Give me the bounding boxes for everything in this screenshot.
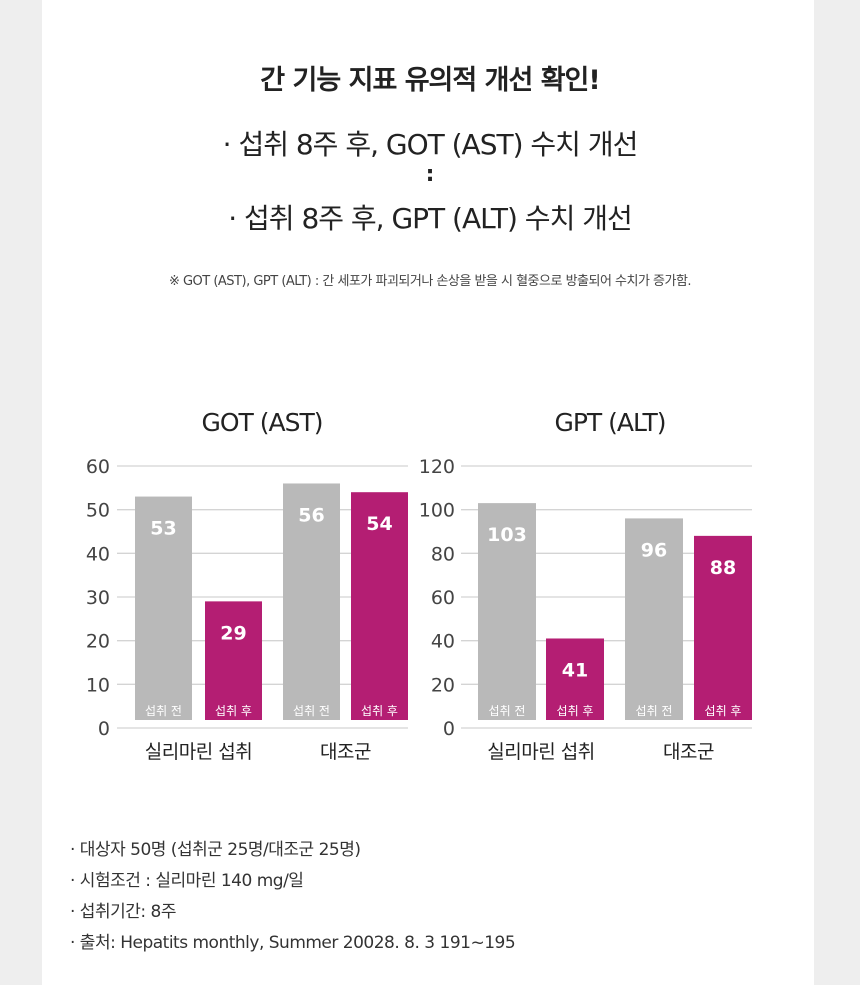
- content-panel: [42, 0, 814, 985]
- bar-value-label: 53: [150, 518, 176, 540]
- summary-line-gpt: · 섭취 8주 후, GPT (ALT) 수치 개선: [228, 202, 633, 235]
- bar-category-label: 섭취 후: [215, 704, 252, 718]
- bar: [283, 483, 340, 720]
- y-tick-label: 120: [419, 456, 455, 478]
- bar: [478, 503, 536, 720]
- bar: [625, 518, 683, 720]
- bar: [546, 638, 604, 720]
- page-title: 간 기능 지표 유의적 개선 확인!: [260, 65, 600, 96]
- bar: [205, 601, 262, 720]
- note-source: · 출처: Hepatits monthly, Summer 20028. 8.…: [70, 933, 516, 953]
- y-tick-label: 40: [431, 631, 455, 653]
- chart-title: GOT (AST): [201, 408, 322, 437]
- bar-category-label: 섭취 후: [361, 704, 398, 718]
- y-tick-label: 20: [86, 631, 110, 653]
- note-conditions: · 시험조건 : 실리마린 140 mg/일: [70, 871, 304, 891]
- bar-value-label: 54: [366, 513, 392, 535]
- y-tick-label: 0: [98, 718, 110, 740]
- y-tick-label: 50: [86, 500, 110, 522]
- summary-line-got: · 섭취 8주 후, GOT (AST) 수치 개선: [222, 128, 639, 161]
- bar-value-label: 88: [710, 557, 736, 579]
- group-label: 실리마린 섭취: [145, 741, 252, 763]
- group-label: 대조군: [320, 741, 371, 763]
- y-tick-label: 30: [86, 587, 110, 609]
- y-tick-label: 40: [86, 543, 110, 565]
- bar-category-label: 섭취 후: [557, 704, 594, 718]
- y-tick-label: 0: [443, 718, 455, 740]
- bar-value-label: 103: [487, 524, 527, 546]
- summary-separator: :: [425, 162, 435, 187]
- bar: [135, 496, 192, 720]
- note-subjects: · 대상자 50명 (섭취군 25명/대조군 25명): [70, 840, 361, 860]
- note-duration: · 섭취기간: 8주: [70, 902, 176, 922]
- y-tick-label: 60: [86, 456, 110, 478]
- group-label: 대조군: [663, 741, 714, 763]
- y-tick-label: 10: [86, 674, 110, 696]
- bar-value-label: 96: [641, 539, 667, 561]
- y-tick-label: 20: [431, 674, 455, 696]
- bar: [351, 492, 408, 720]
- bar-category-label: 섭취 후: [705, 704, 742, 718]
- bar-category-label: 섭취 전: [293, 704, 330, 718]
- footnote: ※ GOT (AST), GPT (ALT) : 간 세포가 파괴되거나 손상을…: [168, 274, 692, 289]
- bar: [694, 535, 752, 720]
- group-label: 실리마린 섭취: [487, 741, 594, 763]
- y-tick-label: 100: [419, 500, 455, 522]
- bar-category-label: 섭취 전: [636, 704, 673, 718]
- bar-value-label: 56: [298, 504, 324, 526]
- bar-value-label: 41: [562, 659, 588, 681]
- study-notes: · 대상자 50명 (섭취군 25명/대조군 25명) · 시험조건 : 실리마…: [70, 835, 516, 959]
- y-tick-label: 60: [431, 587, 455, 609]
- y-tick-label: 80: [431, 543, 455, 565]
- chart-title: GPT (ALT): [554, 408, 665, 437]
- bar-category-label: 섭취 전: [145, 704, 182, 718]
- bar-value-label: 29: [220, 622, 246, 644]
- bar-category-label: 섭취 전: [489, 704, 526, 718]
